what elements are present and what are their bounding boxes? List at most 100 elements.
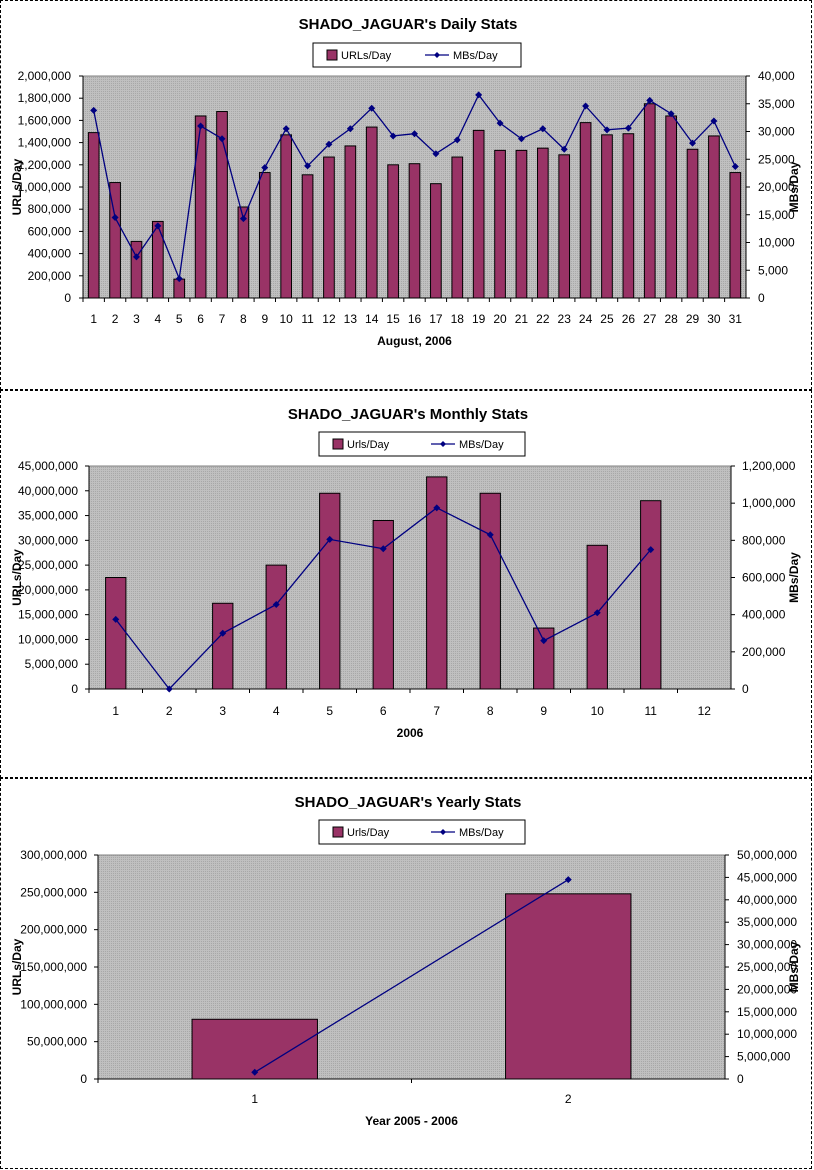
legend-box xyxy=(312,42,522,68)
legend-bar-swatch xyxy=(332,438,344,450)
x-tick-label: 3 xyxy=(219,704,226,718)
y2-tick-label: 10,000 xyxy=(758,236,795,250)
x-tick-label: 15 xyxy=(386,312,400,326)
x-tick-label: 3 xyxy=(133,312,140,326)
bar-urls-day xyxy=(319,492,341,690)
chart-title: SHADO_JAGUAR's Yearly Stats xyxy=(295,794,522,811)
point-mbs-per-day xyxy=(219,629,227,637)
bar-urls-day xyxy=(105,577,127,690)
y2-tick-label: 0 xyxy=(742,682,749,696)
y-tick-label: 45,000,000 xyxy=(18,459,78,473)
point-mbs-per-day xyxy=(261,164,269,172)
point-mbs-per-day xyxy=(379,545,387,553)
point-mbs-per-day xyxy=(132,253,140,261)
x-tick-label: 12 xyxy=(322,312,336,326)
point-mbs-per-day xyxy=(165,685,173,693)
point-mbs-per-day xyxy=(646,96,654,104)
x-tick-label: 1 xyxy=(112,704,119,718)
point-mbs-per-day xyxy=(486,531,494,539)
y2-tick-label: 40,000 xyxy=(758,69,795,83)
legend-box xyxy=(318,431,526,457)
bar-urls-day xyxy=(533,627,555,690)
x-tick-label: 4 xyxy=(273,704,280,718)
bar-urls-day xyxy=(586,544,608,690)
x-tick-label: 4 xyxy=(155,312,162,326)
x-tick-label: 31 xyxy=(729,312,743,326)
y2-tick-label: 25,000,000 xyxy=(737,960,797,974)
x-tick-label: 30 xyxy=(707,312,721,326)
y2-tick-label: 35,000 xyxy=(758,97,795,111)
x-tick-label: 24 xyxy=(579,312,593,326)
y2-tick-label: 45,000,000 xyxy=(737,870,797,884)
bar-urls-day xyxy=(729,172,742,299)
x-tick-label: 26 xyxy=(622,312,636,326)
daily-stats-chart: SHADO_JAGUAR's Daily Stats URLs/Day MBs/Da… xyxy=(10,16,801,348)
yearly-stats-chart: SHADO_JAGUAR's Yearly Stats Urls/Day MBs/D… xyxy=(10,794,801,1128)
x-tick-label: 18 xyxy=(451,312,465,326)
bar-urls-day xyxy=(515,149,528,299)
y2-tick-label: 0 xyxy=(737,1072,744,1086)
point-mbs-per-day xyxy=(453,136,461,144)
y-tick-label: 200,000,000 xyxy=(20,923,87,937)
y2-tick-label: 20,000,000 xyxy=(737,982,797,996)
y-tick-label: 1,200,000 xyxy=(18,158,72,172)
x-axis-label: August, 2006 xyxy=(377,334,452,348)
bar-urls-day xyxy=(212,602,234,690)
x-tick-label: 9 xyxy=(261,312,268,326)
y-tick-label: 100,000,000 xyxy=(20,997,87,1011)
x-tick-label: 8 xyxy=(240,312,247,326)
legend-label-bars: Urls/Day xyxy=(347,439,390,451)
y2-tick-label: 25,000 xyxy=(758,152,795,166)
point-mbs-per-day xyxy=(564,876,572,884)
bar-urls-day xyxy=(579,122,592,299)
x-tick-label: 5 xyxy=(326,704,333,718)
y-tick-label: 1,600,000 xyxy=(18,113,72,127)
y-tick-label: 250,000,000 xyxy=(20,885,87,899)
y2-tick-label: 10,000,000 xyxy=(737,1027,797,1041)
point-mbs-per-day xyxy=(731,162,739,170)
x-tick-label: 8 xyxy=(487,704,494,718)
y2-tick-label: 15,000,000 xyxy=(737,1005,797,1019)
x-tick-label: 1 xyxy=(90,312,97,326)
y-tick-label: 1,800,000 xyxy=(18,91,72,105)
x-tick-label: 2 xyxy=(565,1092,572,1106)
point-mbs-per-day xyxy=(282,125,290,133)
y-tick-label: 600,000 xyxy=(28,224,72,238)
chart-title: SHADO_JAGUAR's Daily Stats xyxy=(299,16,518,33)
bar-urls-day xyxy=(536,147,549,299)
bar-urls-day xyxy=(87,132,100,299)
point-mbs-per-day xyxy=(304,162,312,170)
legend-label-line: MBs/Day xyxy=(453,50,498,62)
bar-urls-day xyxy=(109,182,121,299)
legend-box xyxy=(318,819,526,845)
legend-label-line: MBs/Day xyxy=(459,827,504,839)
x-tick-label: 25 xyxy=(600,312,614,326)
y-axis-label: URLs/Day xyxy=(10,549,24,606)
y-tick-label: 200,000 xyxy=(28,269,72,283)
point-mbs-per-day xyxy=(603,126,611,134)
point-mbs-per-day xyxy=(540,637,548,645)
point-mbs-per-day xyxy=(539,125,547,133)
y-tick-label: 35,000,000 xyxy=(18,509,78,523)
bar-urls-day xyxy=(558,154,571,299)
point-mbs-per-day xyxy=(560,145,568,153)
monthly-stats-chart: SHADO_JAGUAR's Monthly Stats Urls/Day MBs/… xyxy=(10,406,801,740)
x-tick-label: 19 xyxy=(472,312,486,326)
y-tick-label: 50,000,000 xyxy=(27,1035,87,1049)
y-tick-label: 300,000,000 xyxy=(20,848,87,862)
x-axis-label: Year 2005 - 2006 xyxy=(365,1114,458,1128)
daily-stats-panel: SHADO_JAGUAR's Daily Stats URLs/Day MBs/Da… xyxy=(0,0,812,390)
y-tick-label: 1,400,000 xyxy=(18,136,72,150)
y-tick-label: 2,000,000 xyxy=(18,69,72,83)
x-tick-label: 6 xyxy=(197,312,204,326)
point-mbs-per-day xyxy=(272,600,280,608)
plot-area xyxy=(88,465,732,690)
y-tick-label: 5,000,000 xyxy=(25,657,79,671)
legend-label-line: MBs/Day xyxy=(459,439,504,451)
y2-tick-label: 1,200,000 xyxy=(742,459,796,473)
bar-urls-day xyxy=(472,129,485,299)
legend-line-marker xyxy=(440,829,446,835)
point-mbs-per-day xyxy=(433,504,441,512)
bar-urls-day xyxy=(237,206,250,299)
x-tick-label: 29 xyxy=(686,312,700,326)
